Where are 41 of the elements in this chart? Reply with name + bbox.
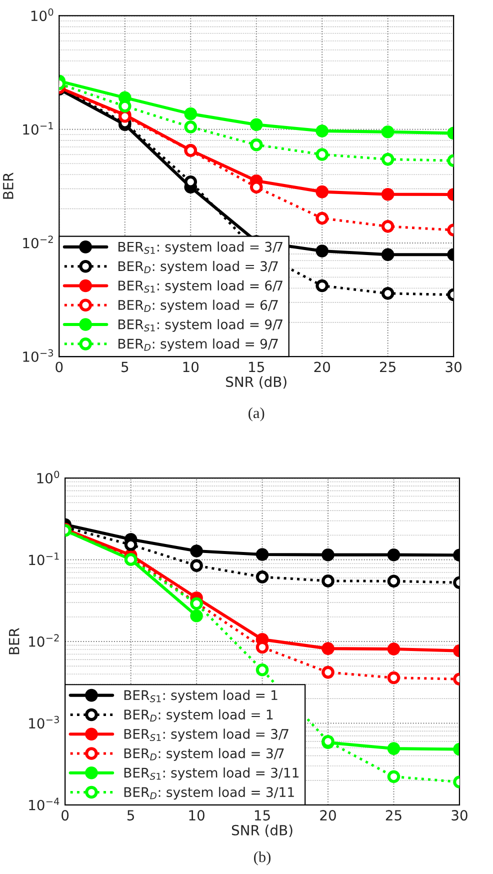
x-tick-label: 5 <box>122 362 128 372</box>
legend-label: BER$_{D}$: system load = 3/11 <box>124 786 294 800</box>
x-axis-title: SNR (dB) <box>232 824 292 838</box>
y-tick-label: 10$^{0}$ <box>37 470 60 484</box>
legend-label: BER$_{S1}$: system load = 1 <box>124 690 278 703</box>
x-tick-label: 15 <box>254 810 270 821</box>
legend-label: BER$_{D}$: system load = 9/7 <box>118 338 278 352</box>
legend-label: BER$_{S1}$: system load = 3/11 <box>124 767 299 780</box>
x-tick-label: 20 <box>314 362 330 372</box>
y-tick-label: 10$^{−4}$ <box>29 798 60 810</box>
legend-label: BER$_{S1}$: system load = 3/7 <box>118 242 282 254</box>
y-axis-title: BER <box>9 628 20 654</box>
legend-label: BER$_{D}$: system load = 1 <box>124 709 273 722</box>
y-tick-label: 10$^{0}$ <box>31 8 54 22</box>
y-tick-label: 10$^{−1}$ <box>23 122 53 135</box>
x-axis-title: SNR (dB) <box>226 376 286 389</box>
legend-label: BER$_{D}$: system load = 3/7 <box>118 260 278 274</box>
y-tick-label: 10$^{−3}$ <box>23 349 54 362</box>
x-tick-label: 10 <box>189 810 204 821</box>
y-axis-title: BER <box>3 172 14 199</box>
legend-label: BER$_{D}$: system load = 6/7 <box>118 300 278 312</box>
legend-label: BER$_{S1}$: system load = 6/7 <box>118 280 282 294</box>
x-tick-label: 15 <box>249 362 264 372</box>
legend-label: BER$_{D}$: system load = 3/7 <box>124 748 284 761</box>
x-tick-label: 30 <box>446 362 462 372</box>
y-tick-label: 10$^{−2}$ <box>23 236 53 248</box>
x-tick-label: 5 <box>127 810 134 821</box>
text: (b) <box>254 851 271 866</box>
y-tick-label: 10$^{−1}$ <box>29 552 59 566</box>
y-tick-label: 10$^{−3}$ <box>29 716 59 729</box>
x-tick-label: 25 <box>380 362 396 372</box>
x-tick-label: 30 <box>452 810 468 821</box>
x-tick-label: 0 <box>56 362 63 372</box>
text: (a) <box>248 407 264 422</box>
x-tick-label: 10 <box>183 362 199 372</box>
legend-label: BER$_{S1}$: system load = 9/7 <box>118 319 282 332</box>
x-tick-label: 25 <box>386 810 402 821</box>
y-tick-label: 10$^{−2}$ <box>29 634 59 647</box>
x-tick-label: 20 <box>320 810 336 821</box>
x-tick-label: 0 <box>62 810 69 821</box>
legend-label: BER$_{S1}$: system load = 3/7 <box>124 728 288 742</box>
